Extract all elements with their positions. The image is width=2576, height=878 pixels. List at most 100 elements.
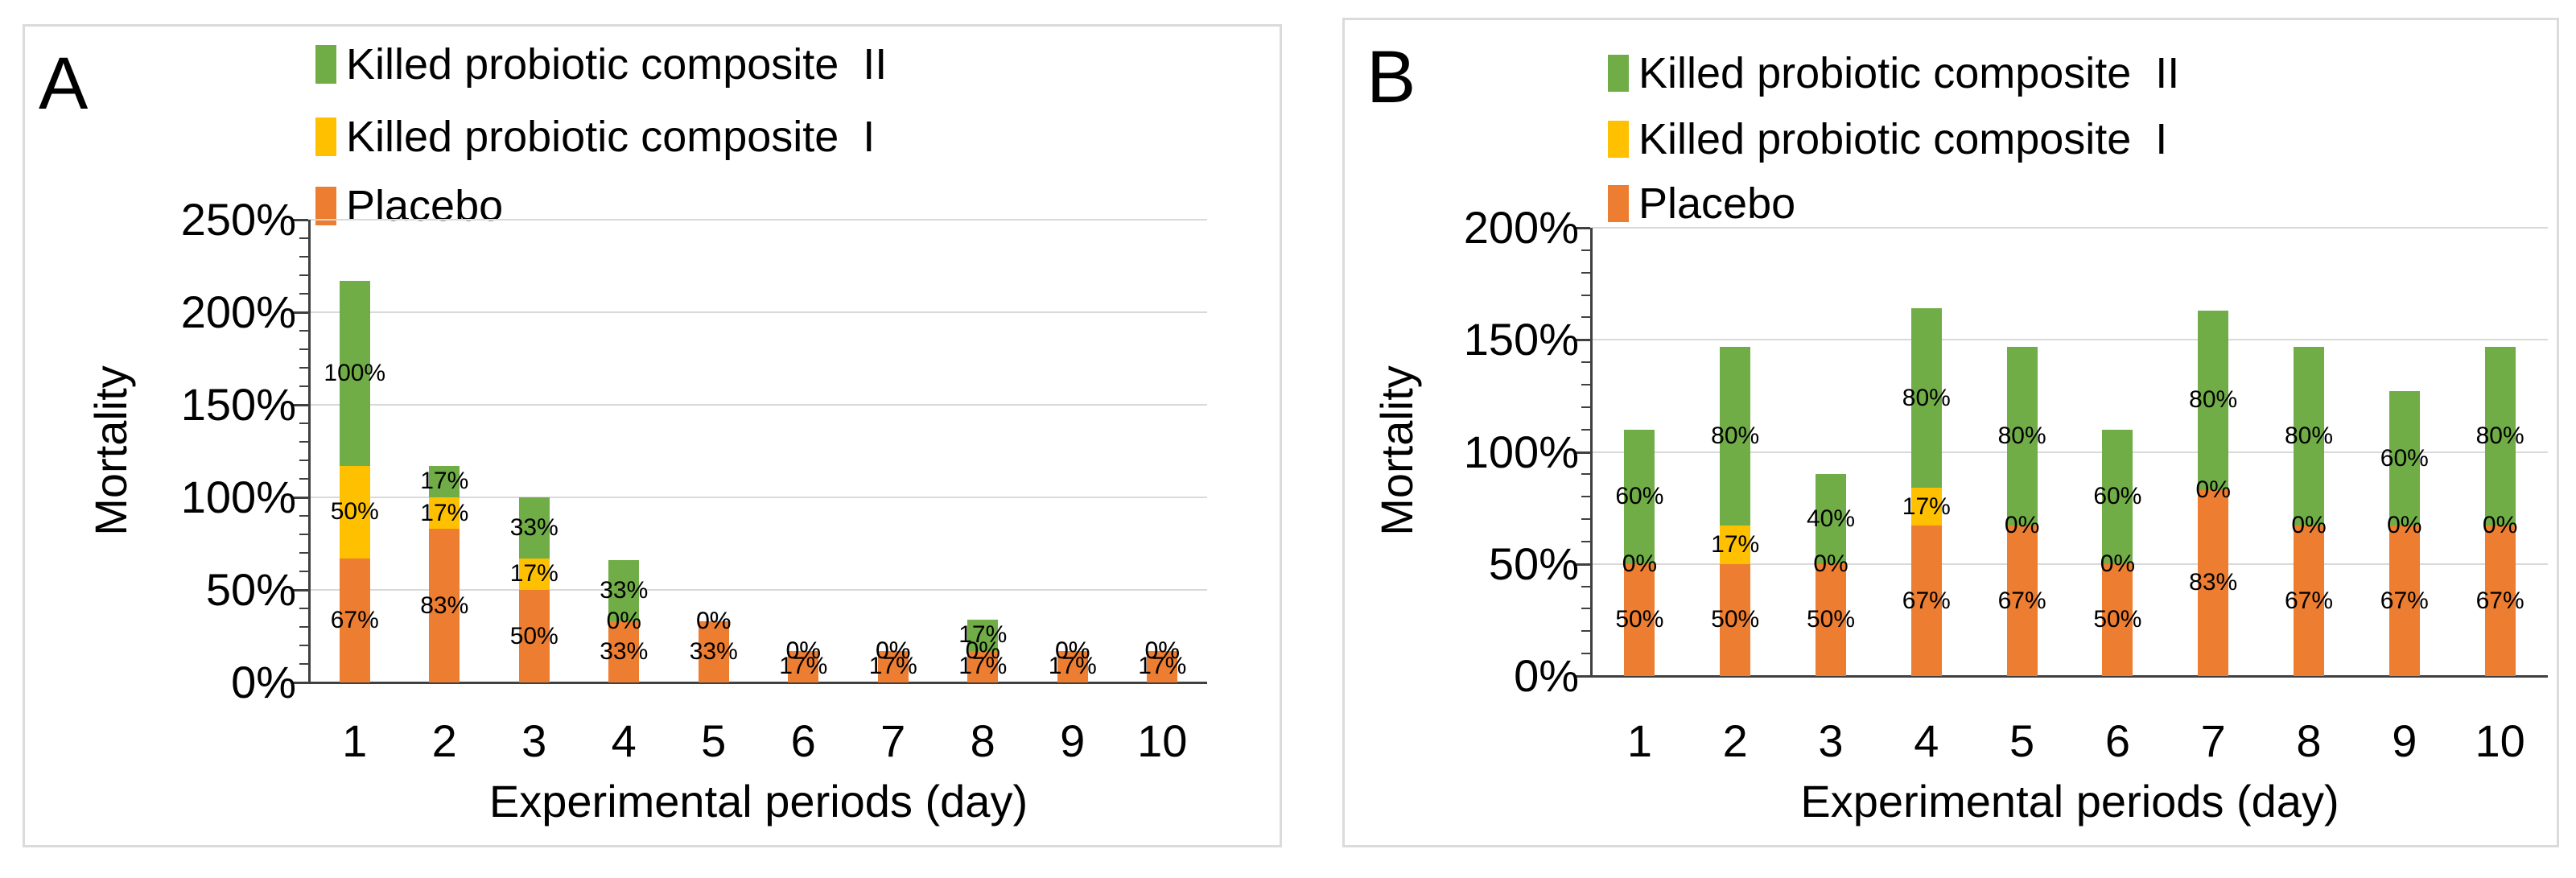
data-label-orange-day6: 17% <box>779 653 828 680</box>
y-tick-label-0: 0% <box>231 657 296 707</box>
y-minor-tick <box>299 441 308 443</box>
data-label-orange-day8: 67% <box>2284 587 2334 614</box>
bar-segment-green-day3 <box>518 497 550 559</box>
panel-letter-a: A <box>39 43 89 125</box>
legend-label: Killed probiotic composite I <box>1638 115 2168 163</box>
data-label-yellow-day7: 0% <box>2195 476 2231 503</box>
legend-label: Killed probiotic composite II <box>1638 49 2180 97</box>
data-label-green-day7: 0% <box>876 637 911 664</box>
data-label-green-day9: 0% <box>1055 637 1090 664</box>
data-label-yellow-day9: 0% <box>2387 512 2422 539</box>
x-tick-label-day5: 5 <box>701 715 727 766</box>
y-axis-title: Mortality <box>85 365 136 536</box>
data-label-yellow-day1: 0% <box>1622 550 1658 577</box>
y-minor-tick <box>299 460 308 461</box>
data-label-green-day8: 80% <box>2284 423 2334 449</box>
bar-segment-orange-day10 <box>1147 650 1178 682</box>
data-label-green-day1: 100% <box>324 359 386 386</box>
y-minor-tick <box>1581 473 1590 476</box>
x-tick-label-day4: 4 <box>1914 715 1939 766</box>
legend-label: Killed probiotic composite I <box>346 113 876 161</box>
data-label-yellow-day7: 0% <box>876 637 911 664</box>
bar-segment-yellow-day2 <box>429 497 460 530</box>
bar-segment-green-day4 <box>608 560 640 622</box>
y-minor-tick <box>1581 406 1590 408</box>
data-label-yellow-day10: 0% <box>2482 512 2518 539</box>
bar-segment-green-day4 <box>1910 308 1942 488</box>
bar-segment-orange-day1 <box>1624 563 1655 676</box>
data-label-green-day6: 60% <box>2093 483 2142 510</box>
y-minor-tick <box>299 367 308 369</box>
x-tick-label-day7: 7 <box>2200 715 2226 766</box>
x-tick-label-day7: 7 <box>880 715 906 766</box>
y-axis-line <box>308 220 311 684</box>
panel-chart-b <box>1342 18 2559 847</box>
bar-segment-orange-day4 <box>1910 526 1942 676</box>
y-major-tick <box>292 682 308 684</box>
data-label-green-day5: 80% <box>1997 423 2046 449</box>
data-label-yellow-day9: 0% <box>1055 637 1090 664</box>
data-label-orange-day10: 67% <box>2475 587 2524 614</box>
data-label-green-day4: 33% <box>600 577 649 604</box>
bar-segment-green-day6 <box>2102 429 2133 564</box>
bar-segment-orange-day7 <box>877 650 909 682</box>
data-label-orange-day9: 67% <box>2380 587 2429 614</box>
y-tick-label-250: 250% <box>180 194 296 245</box>
data-label-yellow-day2: 17% <box>420 499 469 526</box>
bar-segment-yellow-day3 <box>518 558 550 590</box>
data-label-yellow-day5: 0% <box>2004 512 2040 539</box>
bar-segment-orange-day6 <box>2102 563 2133 676</box>
data-label-green-day6: 0% <box>785 637 821 664</box>
bar-segment-green-day7 <box>2198 311 2229 490</box>
y-minor-tick <box>1581 518 1590 521</box>
data-label-orange-day10: 17% <box>1138 653 1187 680</box>
y-major-tick <box>1574 339 1590 342</box>
data-label-yellow-day4: 0% <box>606 608 641 635</box>
data-label-green-day8: 17% <box>958 621 1008 649</box>
data-label-orange-day3: 50% <box>1806 606 1856 633</box>
y-minor-tick <box>1581 630 1590 633</box>
bar-segment-green-day1 <box>339 280 370 466</box>
y-minor-tick <box>299 534 308 535</box>
y-minor-tick <box>299 423 308 424</box>
y-major-tick <box>1574 675 1590 678</box>
data-label-green-day2: 17% <box>420 468 469 495</box>
data-label-green-day2: 80% <box>1711 423 1760 449</box>
legend-swatch-orange <box>1608 185 1629 222</box>
x-tick-label-day6: 6 <box>2104 715 2130 766</box>
y-major-tick <box>292 497 308 499</box>
bar-segment-green-day2 <box>429 465 460 497</box>
legend-swatch-green <box>1608 55 1629 92</box>
data-label-green-day3: 33% <box>509 513 558 541</box>
bar-segment-orange-day9 <box>1057 650 1088 682</box>
gridline-150 <box>310 404 1207 406</box>
bar-segment-green-day1 <box>1624 429 1655 564</box>
y-tick-label-150: 150% <box>1463 314 1579 365</box>
bar-segment-orange-day8 <box>967 650 999 682</box>
x-tick-label-day5: 5 <box>2009 715 2035 766</box>
data-label-green-day3: 40% <box>1806 505 1856 533</box>
y-major-tick <box>292 404 308 406</box>
data-label-orange-day1: 67% <box>330 606 379 633</box>
bar-segment-orange-day4 <box>608 621 640 682</box>
bar-segment-green-day5 <box>2006 346 2038 526</box>
y-minor-tick <box>1581 653 1590 655</box>
x-axis-line <box>1590 675 2548 678</box>
bar-segment-orange-day3 <box>1816 563 1846 676</box>
data-label-orange-day5: 67% <box>1997 587 2046 614</box>
bar-segment-green-day9 <box>2388 391 2420 526</box>
legend-label: Placebo <box>1638 179 1796 228</box>
data-label-green-day9: 60% <box>2380 444 2429 472</box>
bar-segment-orange-day8 <box>2294 526 2324 676</box>
data-label-orange-day5: 33% <box>689 638 738 666</box>
x-tick-label-day8: 8 <box>2296 715 2322 766</box>
y-tick-label-100: 100% <box>180 472 296 522</box>
y-tick-label-200: 200% <box>180 286 296 337</box>
bar-segment-orange-day2 <box>1720 563 1751 676</box>
bar-segment-orange-day5 <box>698 621 729 682</box>
x-tick-label-day9: 9 <box>2392 715 2417 766</box>
data-label-yellow-day1: 50% <box>330 498 379 526</box>
y-minor-tick <box>299 663 308 665</box>
y-minor-tick <box>1581 361 1590 364</box>
data-label-yellow-day8: 0% <box>965 637 1000 664</box>
